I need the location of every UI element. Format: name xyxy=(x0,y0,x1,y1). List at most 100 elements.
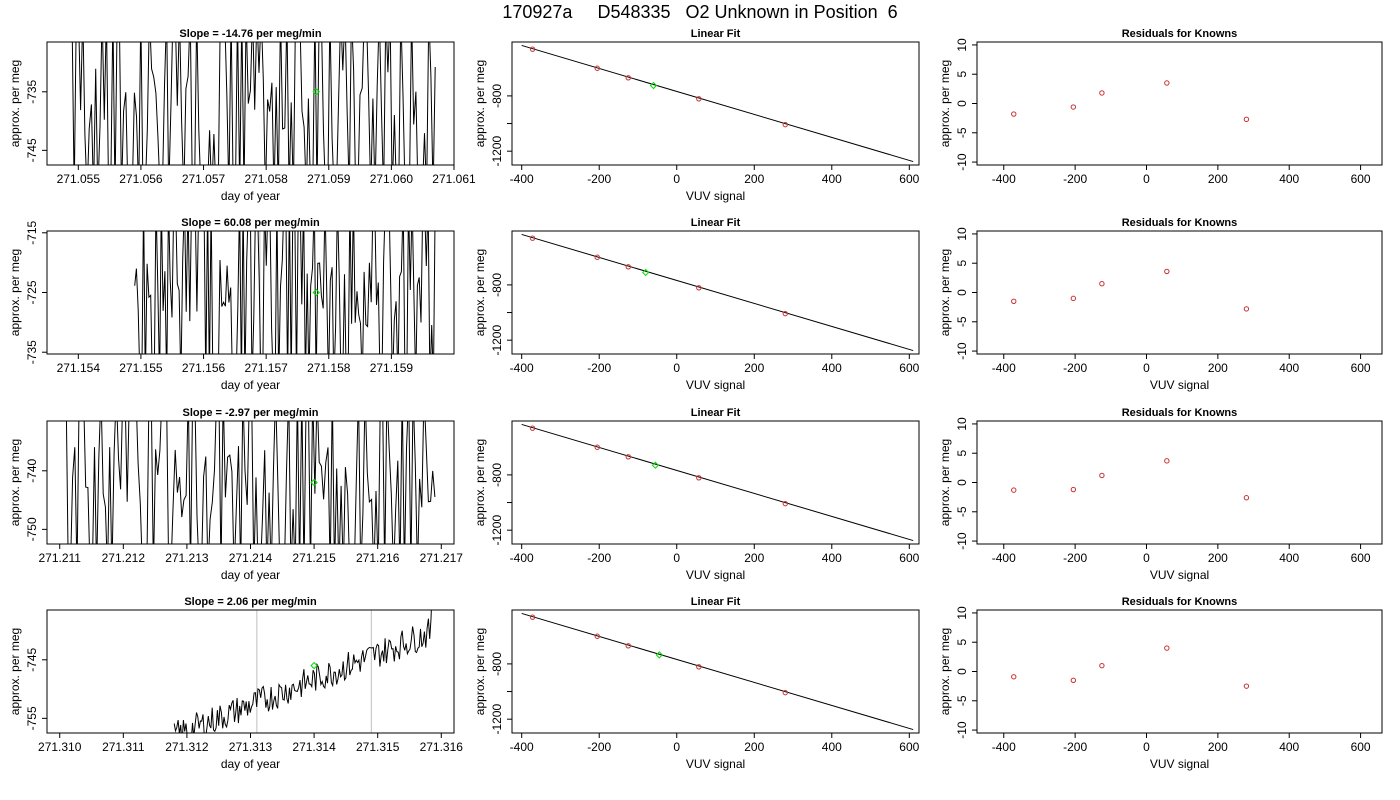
known-point xyxy=(696,96,702,102)
x-tick-label: 271.313 xyxy=(229,740,273,754)
x-tick-label: 271.215 xyxy=(292,551,336,565)
y-tick-label: -5 xyxy=(955,127,969,138)
y-tick-label: -735 xyxy=(25,340,39,364)
x-tick-label: 271.312 xyxy=(165,740,209,754)
plot-frame xyxy=(976,41,1383,166)
y-tick-label: 5 xyxy=(955,71,969,78)
r1-resid: Residuals for Knowns -400 -200 0 200 400 600 -1… xyxy=(938,28,1383,186)
x-tick-label: 271.216 xyxy=(356,551,400,565)
fit-line xyxy=(521,233,914,352)
known-point xyxy=(782,689,788,696)
x-axis-label: day of year xyxy=(221,757,280,771)
chart-title: Slope = -2.97 per meg/min xyxy=(182,407,318,419)
x-tick-label: 271.213 xyxy=(165,551,209,565)
y-tick-label: 10 xyxy=(955,417,969,431)
chart-title: Residuals for Knowns xyxy=(1122,596,1238,608)
x-tick-label: -400 xyxy=(992,551,1016,565)
residual-point xyxy=(1164,268,1170,275)
x-tick-label: 400 xyxy=(1279,740,1299,754)
x-tick-label: -400 xyxy=(510,361,534,375)
x-tick-label: 271.211 xyxy=(38,551,81,565)
fit-line xyxy=(521,423,914,542)
x-axis-label: VUV signal xyxy=(1150,568,1209,582)
x-tick-label: 0 xyxy=(673,740,680,754)
x-tick-label: 600 xyxy=(1351,551,1371,565)
x-tick-label: 600 xyxy=(1351,172,1371,186)
residual-point xyxy=(1011,111,1017,117)
x-axis-label: VUV signal xyxy=(686,757,745,771)
known-point xyxy=(625,454,631,460)
y-tick-label: -5 xyxy=(955,316,969,327)
chart-title: Residuals for Knowns xyxy=(1122,407,1238,419)
residual-point xyxy=(1099,281,1105,287)
residual-point xyxy=(1011,298,1017,304)
known-point xyxy=(529,235,536,241)
plot-area xyxy=(521,423,914,542)
y-tick-label: -10 xyxy=(955,532,969,550)
x-tick-label: 271.212 xyxy=(102,551,146,565)
known-point xyxy=(594,633,600,639)
r4-resid: Residuals for Knowns -400 -200 0 200 400 600 -1… xyxy=(938,596,1383,771)
x-axis-label: VUV signal xyxy=(686,568,745,582)
x-tick-label: 271.310 xyxy=(38,740,82,754)
plot-frame xyxy=(46,609,455,734)
y-tick-label: 10 xyxy=(955,38,969,52)
x-axis-label: VUV signal xyxy=(1150,757,1209,771)
x-tick-label: 400 xyxy=(822,172,842,186)
x-tick-label: 271.214 xyxy=(229,551,273,565)
y-tick-label: 0 xyxy=(955,289,969,296)
residual-point xyxy=(1243,683,1250,689)
chart-title: Linear Fit xyxy=(691,407,741,419)
r2-timeseries: Slope = 60.08 per meg/min 271.154 271.155 2… xyxy=(8,217,455,392)
known-point xyxy=(696,475,702,481)
known-point xyxy=(696,285,702,291)
plot-area xyxy=(521,612,914,731)
y-tick-label: -1200 xyxy=(490,704,504,735)
series-trace xyxy=(65,421,436,544)
x-tick-label: -200 xyxy=(1063,551,1087,565)
plot-frame xyxy=(511,41,920,166)
r2-resid: Residuals for Knowns -400 -200 0 200 400 600 -1… xyxy=(938,217,1383,392)
x-tick-label: 271.061 xyxy=(432,172,476,186)
x-tick-label: -200 xyxy=(1063,172,1087,186)
y-tick-label: 10 xyxy=(955,606,969,620)
known-point xyxy=(594,65,600,71)
known-point xyxy=(594,254,600,260)
x-tick-label: -200 xyxy=(1063,361,1087,375)
residual-point xyxy=(1011,674,1017,680)
r3-fit: Linear Fit -400 -200 0 200 400 600 -1200 -800 VUV… xyxy=(473,407,920,582)
x-tick-label: 200 xyxy=(1208,361,1228,375)
x-tick-label: 200 xyxy=(744,361,764,375)
y-tick-label: -800 xyxy=(490,84,504,108)
y-tick-label: 5 xyxy=(955,260,969,267)
y-tick-label: -740 xyxy=(25,458,39,482)
residual-point xyxy=(1070,486,1077,493)
x-tick-label: 200 xyxy=(1208,551,1228,565)
x-tick-label: 600 xyxy=(899,361,919,375)
x-tick-label: -200 xyxy=(1063,740,1087,754)
x-tick-label: 271.217 xyxy=(420,551,464,565)
unknown-point xyxy=(651,461,660,469)
y-tick-label: -725 xyxy=(25,280,39,304)
x-tick-label: 271.055 xyxy=(57,172,101,186)
y-tick-label: -745 xyxy=(25,138,39,162)
residual-point xyxy=(1164,458,1170,464)
y-axis-label: approx. per meg xyxy=(473,249,487,336)
x-tick-label: 0 xyxy=(673,361,680,375)
x-tick-label: 271.157 xyxy=(244,361,288,375)
y-tick-label: -755 xyxy=(25,706,39,730)
series-trace xyxy=(71,42,436,165)
y-tick-label: 0 xyxy=(955,100,969,107)
x-tick-label: 271.314 xyxy=(292,740,336,754)
known-point xyxy=(782,310,788,317)
y-axis-label: approx. per meg xyxy=(938,439,952,526)
plot-area xyxy=(521,233,914,352)
residual-point xyxy=(1070,295,1077,302)
x-tick-label: 271.158 xyxy=(307,361,351,375)
x-axis-label: VUV signal xyxy=(686,378,745,392)
y-tick-label: -1200 xyxy=(490,325,504,356)
plot-area xyxy=(134,231,436,354)
residual-point xyxy=(1164,645,1170,651)
y-tick-label: -800 xyxy=(490,463,504,487)
plot-frame xyxy=(511,420,920,545)
